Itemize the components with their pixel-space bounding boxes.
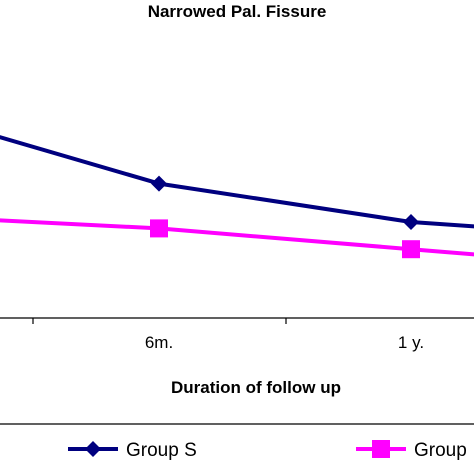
legend-marker-1 (85, 441, 101, 457)
legend-label-1: Group S (126, 440, 197, 461)
series-line-1 (0, 135, 474, 229)
series-line-2 (0, 218, 474, 257)
data-point (151, 175, 167, 192)
legend-label-2: Group (414, 440, 467, 461)
x-tick-label: 6m. (145, 333, 173, 352)
plot-area (0, 135, 474, 259)
data-point (403, 214, 419, 230)
legend: Group S Group (68, 440, 467, 461)
chart-title: Narrowed Pal. Fissure (148, 2, 327, 21)
x-tick-label: 1 y. (398, 333, 424, 352)
x-axis-label: Duration of follow up (171, 378, 341, 397)
x-axis-ticks: 6m. 1 y. (32, 318, 424, 352)
data-point (150, 219, 168, 238)
legend-marker-2 (372, 440, 390, 458)
data-point (402, 240, 420, 259)
